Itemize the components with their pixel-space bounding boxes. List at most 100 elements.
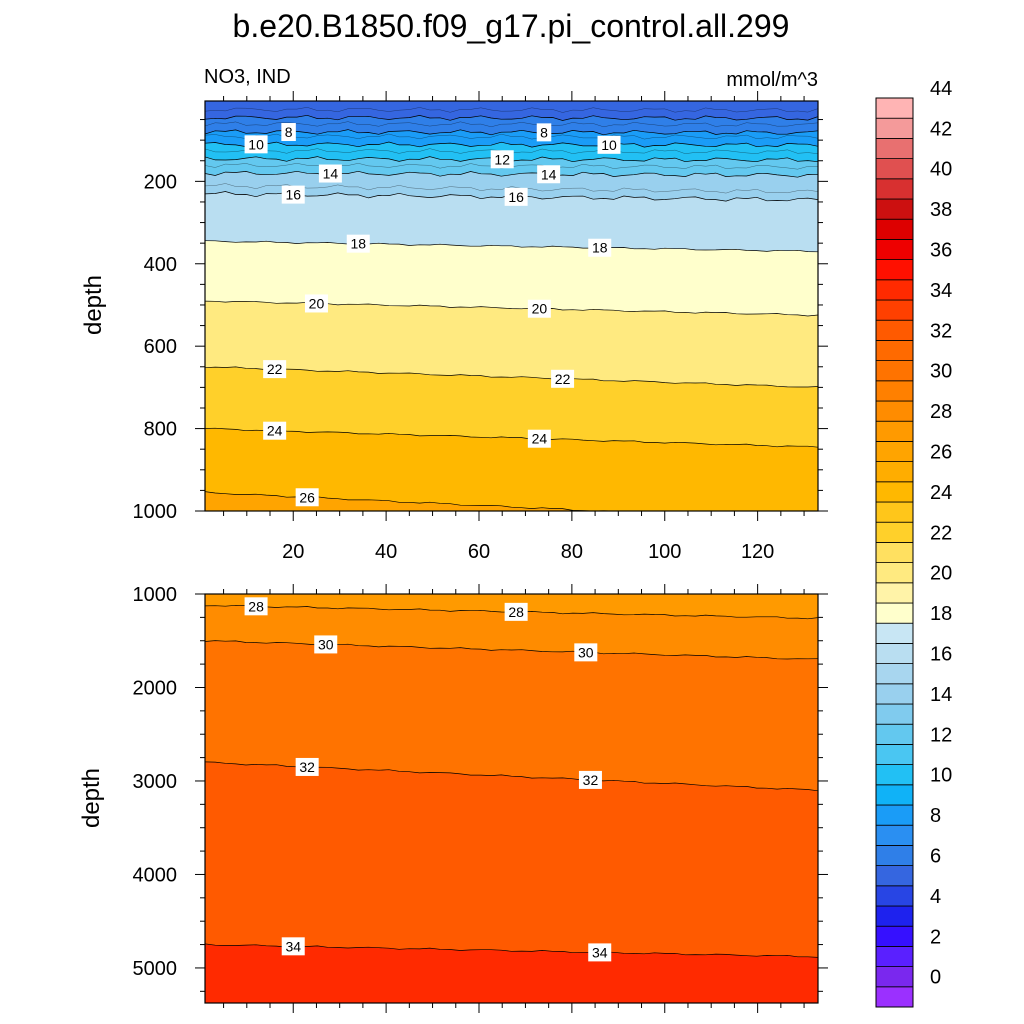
colorbar-tick-label: 40 [930,159,952,181]
contour-label: 8 [536,123,552,142]
svg-text:28: 28 [248,598,264,614]
lower-panel: 28 28 30 30 32 32 34 34 1000 2000 3000 4000 5000 [133,584,828,1013]
colorbar-tick-label: 6 [930,846,941,868]
colorbar-swatch [875,986,914,1008]
svg-text:18: 18 [592,240,608,256]
svg-text:34: 34 [285,938,301,954]
svg-text:12: 12 [494,151,510,167]
y-tick-label: 200 [144,171,177,193]
colorbar-swatch [875,461,914,483]
colorbar-swatch [875,784,914,806]
colorbar-tick-label: 38 [930,199,952,221]
contour-label: 24 [527,429,551,448]
contour-line [205,640,818,660]
svg-text:20: 20 [532,301,548,317]
svg-text:32: 32 [299,759,315,775]
colorbar-swatch [875,158,914,180]
contour-label: 8 [281,123,296,142]
right-subtitle: mmol/m^3 [726,69,818,91]
colorbar-swatch [875,562,914,584]
svg-text:8: 8 [540,124,548,140]
colorbar-tick-label: 18 [930,603,952,625]
lower-y-axis-label: depth [78,768,105,828]
colorbar-swatch [875,764,914,786]
colorbar-swatch [875,845,914,867]
upper-y-axis-label: depth [80,275,107,335]
colorbar-swatch [875,542,914,564]
contour-fills [205,101,818,511]
contour-line [205,107,818,113]
contour-label: 24 [263,421,287,440]
contour-line [205,170,818,178]
svg-text:20: 20 [309,295,325,311]
y-tick-label: 1000 [133,501,178,523]
contour-line [205,129,818,136]
contour-label: 32 [578,770,602,789]
colorbar: 0246810121416182022242628303234363840424… [875,78,952,1008]
contour-label: 22 [263,360,287,379]
left-subtitle: NO3, IND [204,66,291,88]
colorbar-tick-label: 28 [930,401,952,423]
colorbar-swatch [875,137,914,159]
colorbar-swatch [875,501,914,523]
colorbar-swatch [875,824,914,846]
contour-line [205,121,818,128]
y-tick-label: 600 [144,336,177,358]
contour-label: 26 [295,488,319,507]
plot-frame [204,100,819,512]
svg-text:14: 14 [323,166,339,182]
colorbar-tick-label: 20 [930,563,952,585]
colorbar-swatch [875,521,914,543]
plot-frame [204,593,819,1004]
colorbar-frame [875,97,914,1008]
colorbar-tick-label: 12 [930,724,952,746]
svg-text:8: 8 [285,124,293,140]
svg-text:16: 16 [285,187,301,203]
colorbar-swatch [875,966,914,988]
contour-line [205,427,818,448]
colorbar-swatch [875,602,914,624]
colorbar-swatch [875,582,914,604]
colorbar-swatch [875,178,914,200]
colorbar-tick-label: 24 [930,482,952,504]
colorbar-swatch [875,622,914,644]
colorbar-swatch [875,481,914,503]
contour-line [205,183,818,194]
colorbar-swatch [875,643,914,665]
contour-fills [205,594,818,1003]
colorbar-tick-label: 30 [930,361,952,383]
svg-text:22: 22 [555,371,571,387]
x-tick-label: 120 [741,541,774,563]
figure-title: b.e20.B1850.f09_g17.pi_control.all.299 [233,8,790,44]
contour-label: 16 [504,187,528,206]
contour-label: 32 [295,757,319,776]
colorbar-tick-label: 44 [930,78,952,100]
svg-text:24: 24 [267,423,283,439]
contour-line [205,240,818,253]
svg-text:18: 18 [350,236,366,252]
colorbar-tick-label: 32 [930,320,952,342]
x-tick-label: 60 [468,541,490,563]
contour-label: 34 [588,943,612,962]
colorbar-tick-label: 34 [930,280,952,302]
colorbar-tick-label: 36 [930,240,952,262]
colorbar-swatch [875,946,914,968]
contour-line [205,114,818,121]
y-tick-label: 1000 [133,584,178,606]
x-tick-label: 100 [648,541,681,563]
colorbar-tick-label: 0 [930,967,941,989]
colorbar-swatch [875,663,914,685]
colorbar-swatch [875,360,914,382]
svg-text:32: 32 [583,772,599,788]
colorbar-tick-label: 42 [930,118,952,140]
colorbar-swatch [875,420,914,442]
svg-text:10: 10 [248,136,264,152]
colorbar-tick-label: 14 [930,684,952,706]
colorbar-swatch [875,380,914,402]
colorbar-swatch [875,400,914,422]
colorbar-swatch [875,723,914,745]
contour-label: 28 [504,602,528,621]
colorbar-tick-label: 2 [930,926,941,948]
contour-label: 16 [281,185,305,204]
svg-text:16: 16 [508,189,524,205]
